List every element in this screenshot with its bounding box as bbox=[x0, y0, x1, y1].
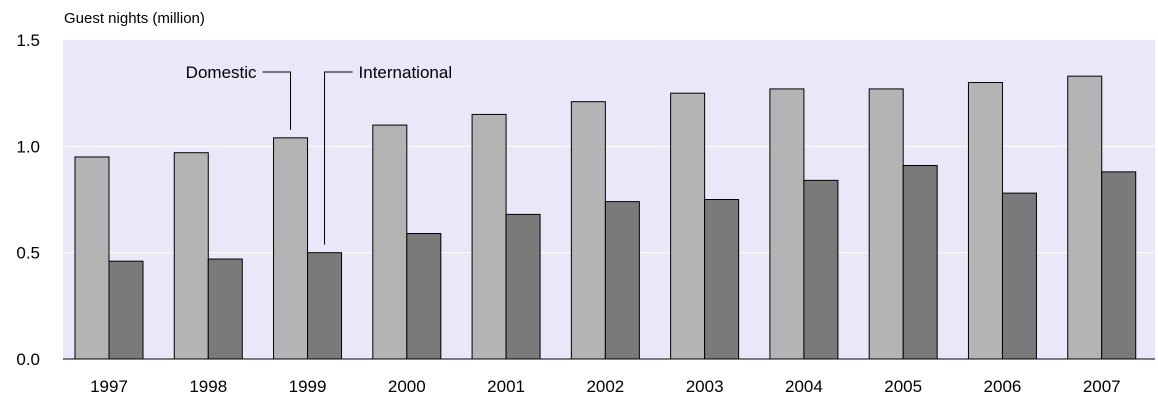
bar-domestic-2003 bbox=[670, 92, 706, 360]
bar-international-1997 bbox=[108, 260, 144, 360]
bar-international-2005 bbox=[902, 164, 938, 360]
y-tick-label: 1.5 bbox=[16, 31, 40, 50]
bar-international-2002 bbox=[604, 201, 640, 360]
bar-international-2001 bbox=[505, 213, 541, 360]
y-tick-label: 0.5 bbox=[16, 244, 40, 263]
x-tick-label: 2004 bbox=[785, 377, 823, 396]
bar-domestic-2001 bbox=[471, 113, 507, 360]
bar-domestic-1999 bbox=[273, 137, 309, 360]
x-tick-label: 2006 bbox=[984, 377, 1022, 396]
bar-international-2007 bbox=[1101, 171, 1137, 360]
legend-leader-domestic bbox=[262, 71, 292, 130]
bar-international-2006 bbox=[1001, 192, 1037, 360]
bar-domestic-2004 bbox=[769, 88, 805, 360]
x-tick-label: 2002 bbox=[586, 377, 624, 396]
bar-international-2004 bbox=[803, 179, 839, 360]
legend-leader-international bbox=[324, 71, 353, 245]
y-tick-label: 0.0 bbox=[16, 350, 40, 369]
bar-domestic-2000 bbox=[372, 124, 408, 360]
bar-international-2003 bbox=[704, 199, 740, 360]
bar-domestic-2005 bbox=[868, 88, 904, 360]
y-tick-label: 1.0 bbox=[16, 137, 40, 156]
y-axis-label: Guest nights (million) bbox=[64, 10, 205, 27]
bar-international-2000 bbox=[406, 233, 442, 360]
x-tick-label: 2001 bbox=[487, 377, 525, 396]
x-tick-label: 1999 bbox=[289, 377, 327, 396]
bar-international-1998 bbox=[207, 258, 243, 360]
x-tick-label: 2003 bbox=[686, 377, 724, 396]
series-callouts: Domestic International bbox=[186, 63, 452, 245]
x-tick-label: 2005 bbox=[884, 377, 922, 396]
bars bbox=[74, 75, 1137, 360]
y-axis-ticks: 0.0 0.5 1.0 1.5 bbox=[16, 31, 40, 369]
bar-domestic-2006 bbox=[967, 82, 1003, 360]
bar-domestic-2007 bbox=[1067, 75, 1103, 360]
bar-domestic-1998 bbox=[173, 152, 209, 360]
legend-label-domestic: Domestic bbox=[186, 63, 257, 82]
x-tick-label: 2007 bbox=[1083, 377, 1121, 396]
x-tick-label: 1997 bbox=[90, 377, 128, 396]
legend-label-international: International bbox=[359, 63, 453, 82]
bar-international-1999 bbox=[307, 252, 343, 360]
x-tick-label: 1998 bbox=[189, 377, 227, 396]
bar-domestic-2002 bbox=[570, 101, 606, 360]
x-axis-ticks: 1997 1998 1999 2000 2001 2002 2003 2004 2005 2006… bbox=[90, 377, 1121, 396]
bar-domestic-1997 bbox=[74, 156, 110, 360]
x-tick-label: 2000 bbox=[388, 377, 426, 396]
